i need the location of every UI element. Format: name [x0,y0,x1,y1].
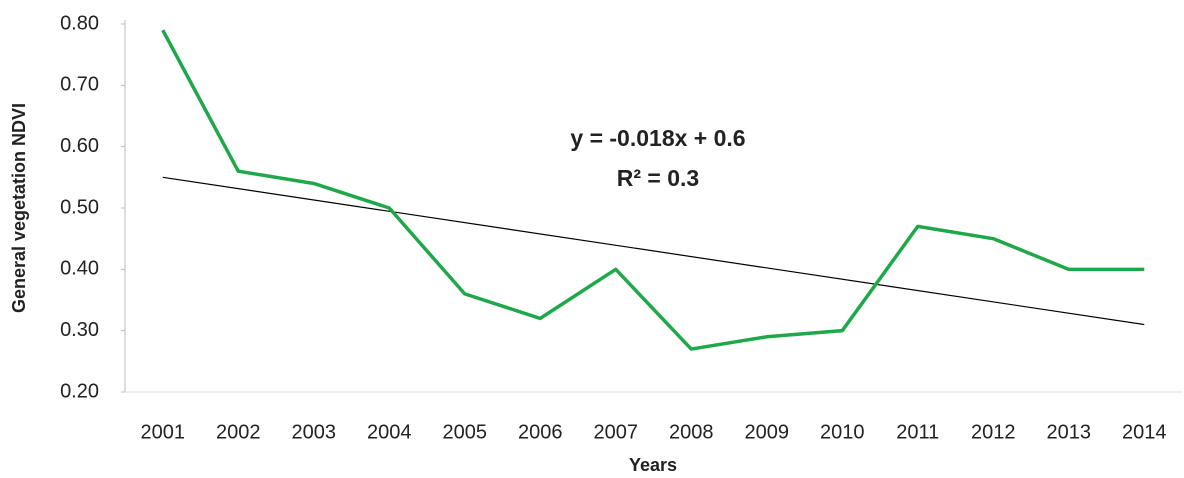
x-tick-label: 2006 [518,421,563,443]
y-tick-label: 0.30 [60,319,99,341]
x-tick-label: 2007 [594,421,639,443]
y-tick-label: 0.70 [60,74,99,96]
data-line [161,29,1145,351]
x-tick-label: 2008 [669,421,714,443]
x-tick-label: 2005 [443,421,488,443]
y-tick-label: 0.20 [60,380,99,402]
y-tick-label: 0.40 [60,258,99,280]
x-axis-title: Years [629,455,677,475]
x-tick-label: 2014 [1122,421,1167,443]
x-tick-label: 2002 [216,421,261,443]
x-tick-label: 2010 [820,421,865,443]
x-tick-label: 2004 [367,421,412,443]
x-tick-label: 2003 [292,421,337,443]
x-tick-label: 2012 [971,421,1016,443]
x-tick-label: 2011 [896,421,939,443]
trend-equation: y = -0.018x + 0.6 [570,125,745,151]
x-tick-label: 2001 [141,421,186,443]
y-tick-label: 0.60 [60,135,99,157]
trend-line [162,176,1145,326]
r-squared: R² = 0.3 [617,165,699,191]
y-tick-label: 0.50 [60,196,99,218]
y-tick-label: 0.80 [60,12,99,34]
x-tick-label: 2009 [745,421,790,443]
x-tick-label: 2013 [1047,421,1092,443]
y-axis-title: General vegetation NDVI [9,103,29,313]
